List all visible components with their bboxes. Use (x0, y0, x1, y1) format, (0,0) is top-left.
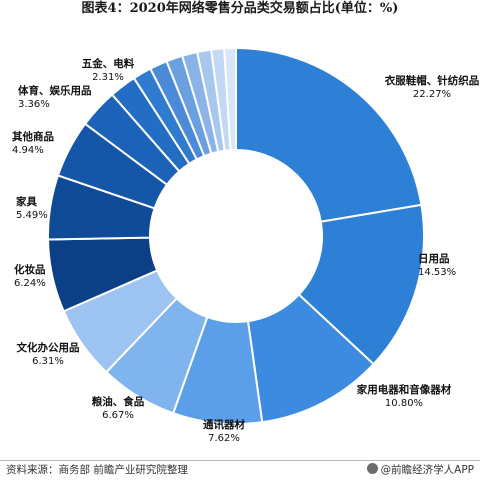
donut-slice (235, 46, 423, 223)
slice-value-label: 10.80% (385, 398, 423, 409)
slice-label: 家用电器和音像器材 (357, 383, 452, 396)
footer: 资料来源：商务部 前瞻产业研究院整理 @前瞻经济学人APP (0, 460, 480, 480)
chart-title: 图表4：2020年网络零售分品类交易额占比(单位：%) (81, 1, 399, 16)
slice-value-label: 14.53% (418, 267, 456, 278)
slice-label: 粮油、食品 (92, 395, 145, 408)
brand-logo-icon (366, 463, 378, 474)
slice-value-label: 6.24% (14, 278, 46, 289)
donut-chart: 衣服鞋帽、针纺织品 22.27% 日用品 14.53% 家用电器和音像器材 10.80% 通… (12, 46, 480, 444)
slice-label: 文化办公用品 (16, 341, 80, 354)
slice-value-label: 7.62% (208, 433, 240, 444)
brand-text: @前瞻经济学人APP (380, 464, 474, 476)
donut-slice (297, 203, 425, 366)
slice-label: 五金、电料 (82, 57, 135, 70)
slice-label: 化妆品 (14, 263, 46, 276)
donut-slice (223, 46, 237, 152)
source-note: 资料来源：商务部 前瞻产业研究院整理 (6, 464, 188, 476)
slice-label: 体育、娱乐用品 (18, 84, 92, 97)
slice-label: 衣服鞋帽、针纺织品 (385, 74, 480, 87)
slice-value-label: 6.31% (32, 356, 64, 367)
slice-value-label: 22.27% (413, 89, 451, 100)
slice-value-label: 2.31% (92, 72, 124, 83)
slice-value-label: 3.36% (18, 99, 50, 110)
slice-value-label: 6.67% (102, 410, 134, 421)
slice-label: 其他商品 (12, 130, 54, 143)
slice-label: 日用品 (418, 253, 450, 265)
slice-value-label: 5.49% (16, 210, 48, 221)
slice-value-label: 4.94% (12, 145, 44, 156)
slice-label: 通讯器材 (203, 418, 245, 431)
brand-credit: @前瞻经济学人APP (366, 461, 474, 480)
slice-label: 家具 (16, 195, 37, 208)
